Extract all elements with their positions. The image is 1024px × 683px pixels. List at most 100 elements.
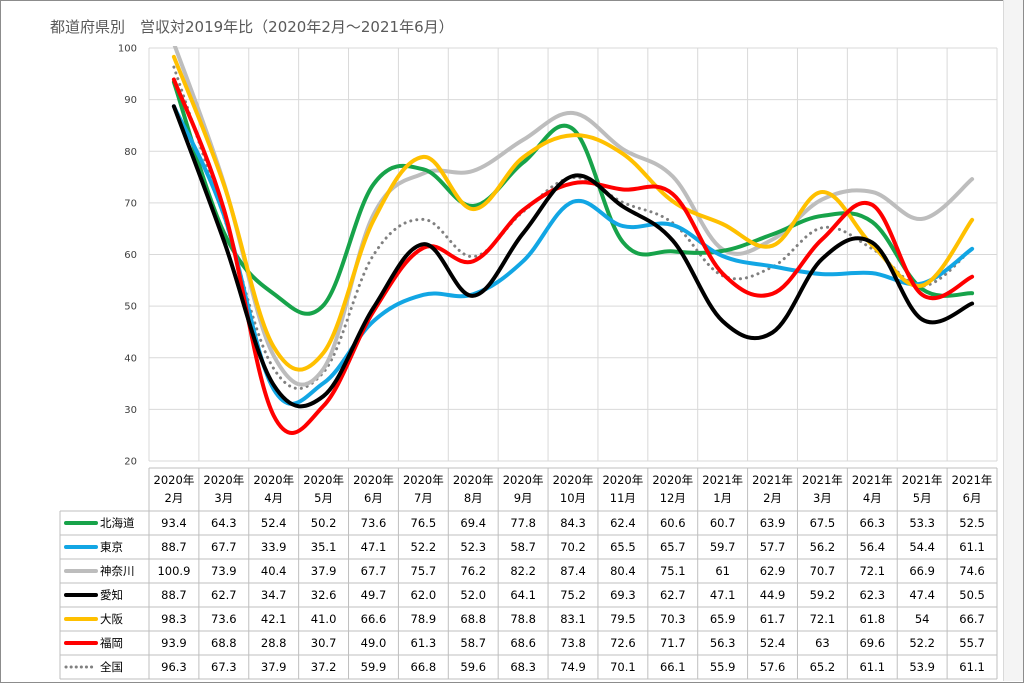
data-cell: 88.7 xyxy=(161,540,187,554)
x-tick-label-year: 2021年 xyxy=(952,473,993,487)
x-tick-label-year: 2021年 xyxy=(752,473,793,487)
data-cell: 62.3 xyxy=(859,588,885,602)
data-cell: 66.8 xyxy=(411,660,437,674)
x-tick-label-month: 12月 xyxy=(660,491,686,505)
data-cell: 68.3 xyxy=(510,660,536,674)
data-cell: 44.9 xyxy=(760,588,786,602)
data-cell: 69.6 xyxy=(859,636,885,650)
data-cell: 87.4 xyxy=(560,564,586,578)
x-tick-label-month: 4月 xyxy=(863,491,882,505)
data-cell: 66.7 xyxy=(959,612,985,626)
data-cell: 74.6 xyxy=(959,564,985,578)
data-cell: 70.7 xyxy=(810,564,836,578)
data-cell: 73.6 xyxy=(361,516,387,530)
data-cell: 33.9 xyxy=(261,540,287,554)
data-cell: 93.9 xyxy=(161,636,187,650)
data-cell: 53.3 xyxy=(909,516,935,530)
series-lines xyxy=(171,46,975,435)
data-cell: 76.5 xyxy=(411,516,437,530)
series-line-神奈川 xyxy=(172,46,975,387)
data-cell: 61.1 xyxy=(959,660,985,674)
data-cell: 73.9 xyxy=(211,564,237,578)
x-tick-label-month: 4月 xyxy=(264,491,283,505)
data-cell: 65.7 xyxy=(660,540,686,554)
spreadsheet-edge xyxy=(1003,0,1023,681)
data-cell: 98.3 xyxy=(161,612,187,626)
data-cell: 61.7 xyxy=(760,612,786,626)
data-cell: 93.4 xyxy=(161,516,187,530)
x-tick-label-year: 2020年 xyxy=(453,473,494,487)
data-cell: 96.3 xyxy=(161,660,187,674)
data-cell: 70.1 xyxy=(610,660,636,674)
data-cell: 77.8 xyxy=(510,516,536,530)
x-tick-label-month: 5月 xyxy=(314,491,333,505)
data-cell: 56.4 xyxy=(859,540,885,554)
x-tick-label-year: 2021年 xyxy=(902,473,943,487)
x-tick-label-month: 9月 xyxy=(514,491,533,505)
data-cell: 70.2 xyxy=(560,540,586,554)
data-cell: 53.9 xyxy=(909,660,935,674)
data-cell: 61.1 xyxy=(959,540,985,554)
series-line-東京 xyxy=(171,104,975,406)
data-cell: 78.9 xyxy=(411,612,437,626)
data-cell: 57.6 xyxy=(760,660,786,674)
data-cell: 68.8 xyxy=(460,612,486,626)
data-cell: 54.4 xyxy=(909,540,935,554)
series-line-愛知 xyxy=(171,104,975,409)
data-cell: 37.9 xyxy=(261,660,287,674)
data-cell: 50.5 xyxy=(959,588,985,602)
data-cell: 60.7 xyxy=(710,516,736,530)
data-cell: 55.9 xyxy=(710,660,736,674)
data-cell: 28.8 xyxy=(261,636,287,650)
data-cell: 52.4 xyxy=(760,636,786,650)
data-cell: 67.5 xyxy=(810,516,836,530)
x-tick-label-month: 7月 xyxy=(414,491,433,505)
legend-label: 北海道 xyxy=(100,516,135,530)
data-cell: 58.7 xyxy=(510,540,536,554)
y-tick-label: 20 xyxy=(124,457,137,468)
data-cell: 66.1 xyxy=(660,660,686,674)
data-cell: 47.4 xyxy=(909,588,935,602)
data-cell: 68.8 xyxy=(211,636,237,650)
data-cell: 62.9 xyxy=(760,564,786,578)
x-tick-label-month: 11月 xyxy=(610,491,636,505)
data-cell: 35.1 xyxy=(311,540,337,554)
data-cell: 54 xyxy=(915,612,930,626)
x-tick-label-year: 2020年 xyxy=(403,473,444,487)
data-cell: 76.2 xyxy=(460,564,486,578)
data-cell: 62.4 xyxy=(610,516,636,530)
data-cell: 72.1 xyxy=(859,564,885,578)
data-cell: 82.2 xyxy=(510,564,536,578)
data-cell: 61.3 xyxy=(411,636,437,650)
data-cell: 59.6 xyxy=(460,660,486,674)
data-cell: 61 xyxy=(715,564,730,578)
data-cell: 50.2 xyxy=(311,516,337,530)
data-cell: 42.1 xyxy=(261,612,287,626)
data-cell: 41.0 xyxy=(311,612,337,626)
x-tick-label-month: 5月 xyxy=(913,491,932,505)
data-cell: 66.9 xyxy=(909,564,935,578)
x-tick-label-year: 2020年 xyxy=(652,473,693,487)
data-cell: 67.7 xyxy=(361,564,387,578)
data-cell: 58.7 xyxy=(460,636,486,650)
x-tick-label-year: 2021年 xyxy=(702,473,743,487)
data-cell: 67.7 xyxy=(211,540,237,554)
data-cell: 65.2 xyxy=(810,660,836,674)
data-cell: 79.5 xyxy=(610,612,636,626)
y-tick-label: 40 xyxy=(124,353,137,364)
y-axis: 20 30 40 50 60 70 80 90 100 xyxy=(118,44,137,468)
data-cell: 62.7 xyxy=(660,588,686,602)
data-cell: 71.7 xyxy=(660,636,686,650)
x-tick-label-month: 6月 xyxy=(364,491,383,505)
data-cell: 56.2 xyxy=(810,540,836,554)
data-cell: 52.2 xyxy=(909,636,935,650)
y-tick-label: 90 xyxy=(124,95,137,106)
data-cell: 40.4 xyxy=(261,564,287,578)
data-cell: 52.2 xyxy=(411,540,437,554)
x-tick-label-year: 2021年 xyxy=(802,473,843,487)
x-tick-label-year: 2020年 xyxy=(203,473,244,487)
data-cell: 65.5 xyxy=(610,540,636,554)
data-cell: 62.7 xyxy=(211,588,237,602)
data-cell: 55.7 xyxy=(959,636,985,650)
